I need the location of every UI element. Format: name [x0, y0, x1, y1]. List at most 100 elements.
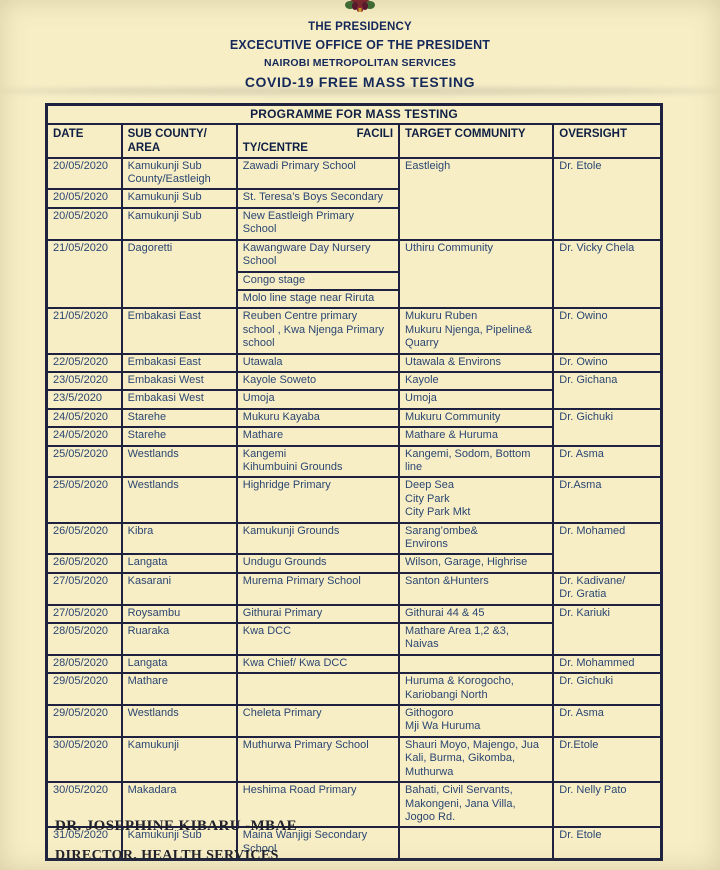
column-header-oversight: OVERSIGHT — [552, 122, 663, 159]
table-cell: Dr. Kadivane/ Dr. Gratia — [552, 571, 663, 606]
table-cell: Dr. Mohamed — [552, 521, 663, 574]
table-cell: Westlands — [120, 476, 238, 524]
table-cell: 25/05/2020 — [45, 444, 123, 479]
signature-block: DR. JOSEPHINE KIBARU -MBAE DIRECTOR, HEA… — [55, 818, 297, 864]
table-cell: Mukuru Kayaba — [235, 407, 401, 429]
table-cell: Githurai 44 & 45 — [398, 603, 555, 625]
table-row: 25/05/2020 Westlands Kangemi Kihumbuini Gr… — [45, 444, 663, 479]
table-cell: Starehe — [120, 407, 238, 429]
table-cell: Cheleta Primary — [235, 704, 401, 738]
table-cell: Kibra — [120, 521, 238, 556]
table-cell: Dr.Etole — [552, 735, 663, 784]
table-cell: Santon &Hunters — [398, 571, 555, 606]
table-cell: Deep Sea City Park City Park Mkt — [398, 476, 555, 524]
table-cell: Dr. Owino — [552, 352, 663, 373]
column-header-date: DATE — [45, 122, 123, 159]
table-cell: Kayole Soweto — [235, 370, 401, 392]
table-cell: Reuben Centre primary school , Kwa Njeng… — [235, 307, 401, 355]
table-cell: Eastleigh — [398, 156, 555, 241]
table-cell: Utawala & Environs — [398, 352, 555, 373]
table-cell: Kamukunji Sub — [120, 826, 238, 861]
table-cell: 30/05/2020 — [45, 781, 123, 829]
table-row: 20/05/2020 Kamukunji Sub New Eastleigh Pri… — [45, 206, 662, 241]
table-cell: Kawangware Day Nursery School — [235, 238, 401, 273]
table-row: 27/05/2020 Kasarani Murema Primary School S… — [45, 571, 663, 606]
kenya-coat-of-arms-icon — [345, 0, 375, 12]
column-header-target-community: TARGET COMMUNITY — [398, 122, 555, 159]
table-cell: 29/05/2020 — [45, 672, 123, 707]
table-cell: 25/05/2020 — [45, 476, 123, 524]
table-cell: Congo stage — [235, 270, 401, 291]
table-cell: Githogoro Mji Wa Huruma — [398, 704, 555, 738]
table-cell: Uthiru Community — [398, 238, 555, 310]
table-cell: Mathare Area 1,2 &3, Naivas — [398, 622, 555, 656]
table-title: PROGRAMME FOR MASS TESTING — [45, 103, 663, 125]
table-cell: Dr. Etole — [552, 156, 663, 241]
table-cell — [235, 672, 401, 707]
table-row: 29/05/2020 Mathare Huruma & Korogocho, Kar… — [45, 672, 663, 707]
table-cell: Embakasi West — [120, 370, 238, 392]
table-cell: Utawala — [235, 352, 401, 373]
table-cell: Huruma & Korogocho, Kariobangi North — [398, 672, 555, 707]
table-cell: Kwa Chief/ Kwa DCC — [235, 653, 401, 675]
table-row: Molo line stage near Riruta — [47, 288, 662, 310]
table-row: 25/05/2020 Westlands Highridge Primary Deep… — [45, 476, 663, 524]
table-row: 24/05/2020 Starehe Mathare Mathare & Huruma — [45, 426, 662, 447]
column-header-sub-county: SUB COUNTY/ AREA — [120, 122, 238, 159]
table-cell: Dr. Mohammed — [552, 653, 663, 675]
table-cell: Dr. Asma — [552, 444, 663, 479]
table-row: 20/05/2020 Kamukunji Sub St. Teresa’s Boys… — [45, 188, 662, 209]
table-row: 30/05/2020 Kamukunji Muthurwa Primary Scho… — [45, 735, 663, 784]
table-cell: 20/05/2020 — [45, 188, 123, 209]
table-row: 21/05/2020 Embakasi East Reuben Centre pri… — [45, 307, 663, 355]
table-cell: Dr. Gichuki — [552, 407, 663, 447]
table-cell: Kamukunji Grounds — [235, 521, 401, 556]
table-cell: Kangemi, Sodom, Bottom line — [398, 444, 555, 479]
table-row: 31/05/2020 Kamukunji Sub Maina Wanjigi Sec… — [45, 826, 663, 861]
table-cell: 22/05/2020 — [45, 352, 123, 373]
table-header-row: DATE SUB COUNTY/ AREA FACILI TY/CENTRE TA… — [45, 122, 663, 159]
table-cell: Molo line stage near Riruta — [235, 288, 401, 310]
table-cell: 28/05/2020 — [45, 653, 123, 675]
table-body: 20/05/2020 Kamukunji Sub County/Eastleigh… — [45, 156, 663, 861]
table-cell: Kangemi Kihumbuini Grounds — [235, 444, 401, 479]
table-row: 28/05/2020 Ruaraka Kwa DCC Mathare Area 1,2… — [45, 622, 662, 656]
table-cell: Githurai Primary — [235, 603, 401, 625]
table-cell: Embakasi East — [120, 307, 238, 355]
table-cell: Maina Wanjigi Secondary School — [235, 826, 401, 861]
table-row: 22/05/2020 Embakasi East Utawala Utawala & … — [45, 352, 663, 373]
table-row: 27/05/2020 Roysambu Githurai Primary Githur… — [45, 603, 663, 656]
table-row: Congo stage — [47, 270, 662, 291]
letterhead-line-nms: NAIROBI METROPOLITAN SERVICES — [263, 57, 457, 69]
table-cell: Dr. Gichana — [552, 370, 663, 410]
table-cell: Dr. Vicky Chela — [552, 238, 663, 310]
table-cell: 20/05/2020 — [45, 156, 123, 191]
table-row: 20/05/2020 Kamukunji Sub County/Eastleigh… — [45, 156, 663, 241]
table-cell: 21/05/2020 — [45, 238, 123, 310]
scan-artifact — [0, 88, 720, 94]
table-cell: Muthurwa Primary School — [235, 735, 401, 784]
table-cell: 29/05/2020 — [45, 704, 123, 738]
mass-testing-programme-table: PROGRAMME FOR MASS TESTING DATE SUB COUN… — [45, 103, 663, 862]
table-cell: Dr.Asma — [552, 476, 663, 524]
table-cell: Mathare — [120, 672, 238, 707]
table-cell: Embakasi East — [120, 352, 238, 373]
table-cell: Dr. Nelly Pato — [552, 781, 663, 829]
table-cell: Mathare & Huruma — [398, 426, 555, 447]
table-cell: Ruaraka — [120, 622, 238, 656]
table-cell: Dr. Etole — [552, 826, 663, 861]
table-cell: Mukuru Community — [398, 407, 555, 429]
table-cell: Undugu Grounds — [235, 553, 401, 574]
table-cell: Langata — [120, 553, 238, 574]
table-cell: Umoja — [235, 389, 401, 410]
table-cell: Kamukunji Sub — [120, 206, 238, 241]
table-cell: 23/05/2020 — [45, 370, 123, 392]
table-row: 26/05/2020 Langata Undugu Grounds Wilson, G… — [45, 553, 662, 574]
table-cell: 28/05/2020 — [45, 622, 123, 656]
table-cell: Shauri Moyo, Majengo, Jua Kali, Burma, G… — [398, 735, 555, 784]
table-cell: Kasarani — [120, 571, 238, 606]
table-cell: 27/05/2020 — [45, 603, 123, 625]
table-row: 26/05/2020 Kibra Kamukunji Grounds Sarang’o… — [45, 521, 663, 574]
table-cell: Dagoretti — [120, 238, 238, 310]
table-cell: New Eastleigh Primary School — [235, 206, 401, 241]
